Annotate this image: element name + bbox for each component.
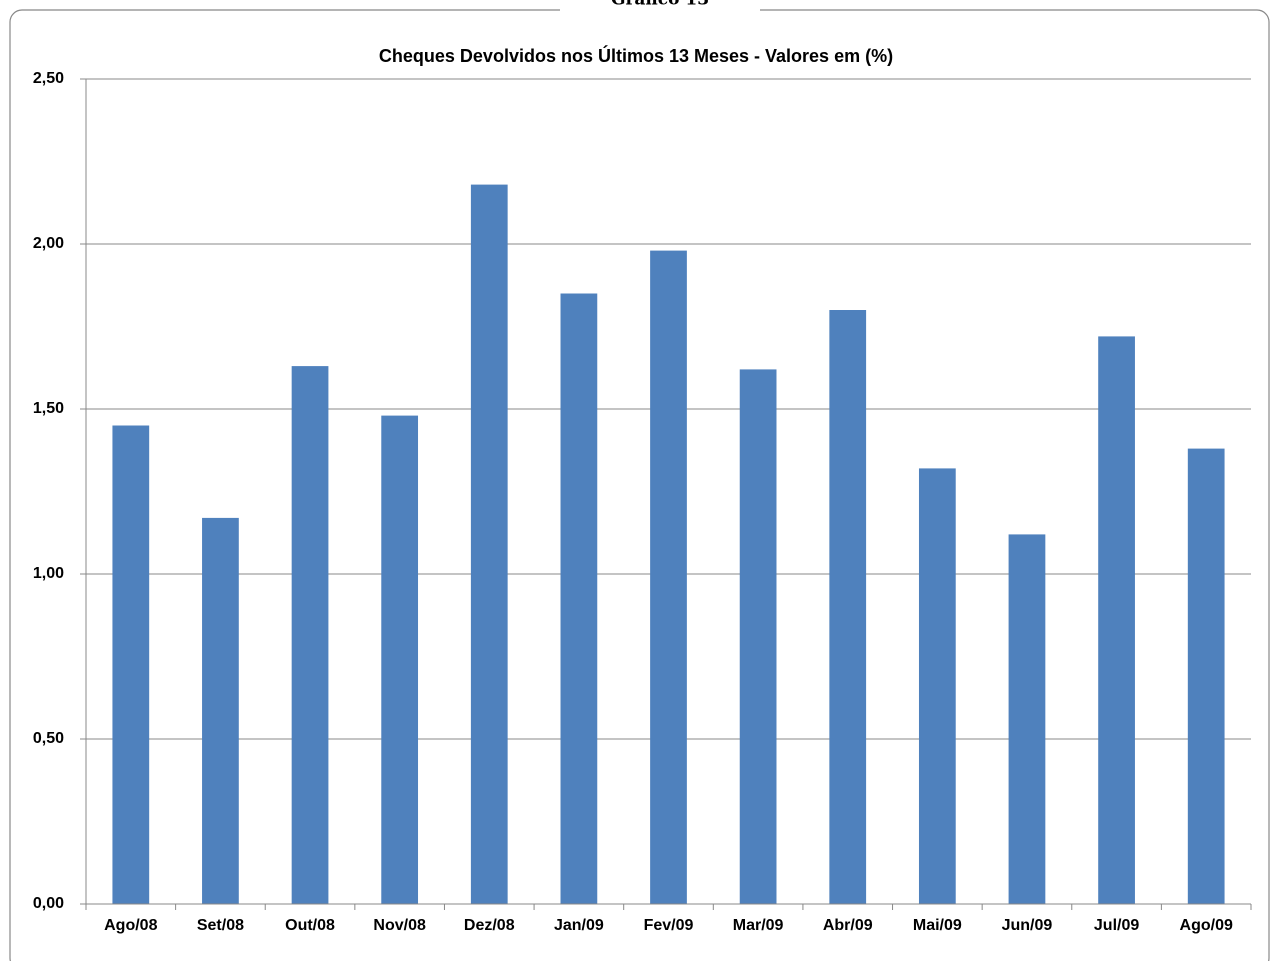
bar [1187,448,1225,904]
x-tick-label: Ago/08 [104,917,157,934]
bar [202,517,239,904]
x-tick-label: Jan/09 [554,917,604,934]
bar [470,184,508,905]
supertitle: Gráfico 13 [611,0,709,10]
bar [650,250,687,905]
bar [739,369,777,904]
bar [381,415,419,904]
y-tick-label: 2,50 [33,70,64,87]
chart-title: Cheques Devolvidos nos Últimos 13 Meses … [379,45,893,66]
y-tick-label: 0,50 [33,730,64,747]
y-tick-label: 1,50 [33,400,64,417]
x-tick-label: Abr/09 [823,917,873,934]
bar [291,366,329,905]
x-tick-label: Nov/08 [373,917,426,934]
y-tick-label: 1,00 [33,565,64,582]
x-tick-label: Dez/08 [464,917,515,934]
bar [1008,534,1046,904]
x-tick-label: Mai/09 [913,917,962,934]
y-tick-label: 2,00 [33,235,64,252]
x-tick-label: Jun/09 [1002,917,1053,934]
x-tick-label: Jul/09 [1094,917,1139,934]
chart-frame [9,9,1270,961]
bar [829,310,867,904]
x-tick-label: Fev/09 [644,917,694,934]
x-tick-label: Out/08 [285,917,335,934]
x-tick-label: Set/08 [197,917,244,934]
x-tick-label: Mar/09 [733,917,784,934]
bar [560,293,598,904]
bar [918,468,956,904]
x-tick-label: Ago/09 [1180,917,1233,934]
y-tick-label: 0,00 [33,895,64,912]
bar [1098,336,1135,904]
bar [112,425,150,904]
supertitle-bg [560,0,760,12]
